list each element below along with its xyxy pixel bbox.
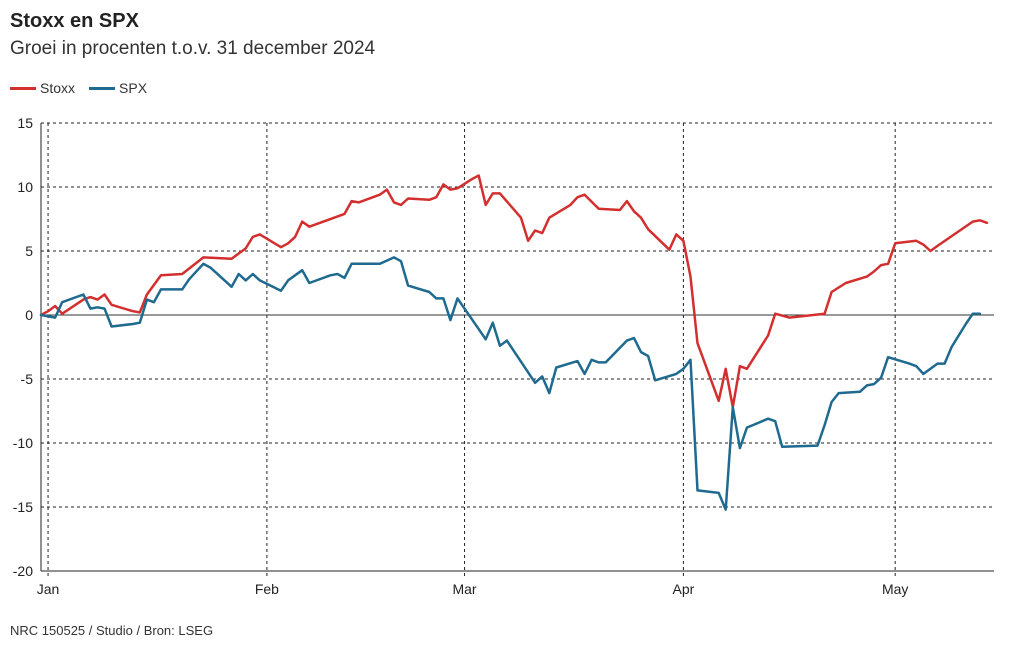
legend-label-spx: SPX	[119, 80, 148, 96]
y-tick-label: -20	[13, 563, 33, 579]
y-tick-label: -5	[21, 371, 34, 387]
y-tick-label: -15	[13, 499, 33, 515]
y-tick-label: -10	[13, 435, 33, 451]
series-line-spx	[39, 256, 982, 511]
legend-item-stoxx: Stoxx	[10, 80, 75, 96]
x-tick-label: Mar	[452, 581, 476, 597]
x-tick-label: Jan	[37, 581, 60, 597]
legend-label-stoxx: Stoxx	[40, 80, 76, 96]
chart-title: Stoxx en SPX	[10, 10, 139, 32]
y-tick-label: 10	[17, 179, 33, 195]
chart-legend: Stoxx SPX	[10, 80, 161, 96]
chart-subtitle: Groei in procenten t.o.v. 31 december 20…	[10, 38, 376, 59]
x-tick-label: May	[882, 581, 908, 597]
series-line-stoxx	[39, 174, 989, 409]
y-tick-label: 15	[17, 115, 33, 131]
source-footer: NRC 150525 / Studio / Bron: LSEG	[10, 623, 214, 638]
x-tick-label: Apr	[672, 581, 694, 597]
legend-swatch-spx	[89, 86, 116, 90]
legend-swatch-stoxx	[10, 86, 36, 90]
legend-item-spx: SPX	[89, 80, 147, 96]
x-tick-label: Feb	[255, 581, 279, 597]
y-tick-label: 5	[25, 243, 33, 259]
y-tick-label: 0	[25, 307, 33, 323]
